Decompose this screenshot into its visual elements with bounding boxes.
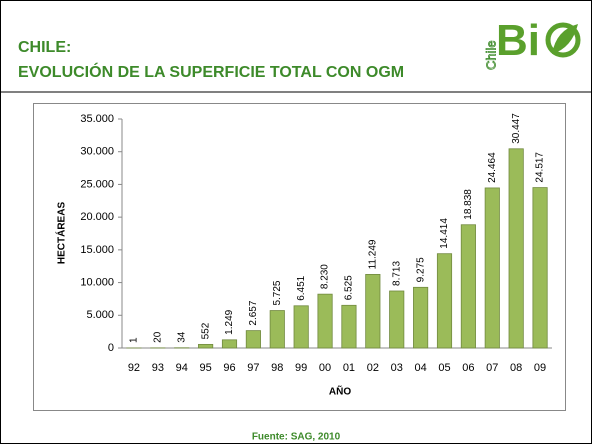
title-line1: CHILE: (18, 39, 71, 56)
y-tick-label: 15.000 (80, 244, 114, 256)
x-tick-label: 93 (152, 362, 164, 374)
value-label: 14.414 (439, 218, 450, 249)
y-tick-label: 5.000 (86, 309, 114, 321)
bar (484, 187, 500, 349)
y-axis-label: HECTÁREAS (55, 202, 68, 265)
x-tick-label: 08 (510, 362, 522, 374)
x-tick-label: 03 (391, 362, 403, 374)
bar (245, 330, 261, 349)
bar (293, 305, 309, 349)
x-tick-label: 01 (343, 362, 355, 374)
bar (460, 224, 476, 349)
value-label: 5.725 (272, 280, 283, 305)
x-tick-label: 04 (414, 362, 426, 374)
bar (532, 187, 548, 349)
logo-main: Bi (496, 16, 540, 65)
x-tick-label: 96 (223, 362, 235, 374)
bar (198, 343, 214, 349)
x-tick-label: 07 (486, 362, 498, 374)
bar (221, 339, 238, 349)
footer: Fuente: SAG, 2010 (252, 432, 341, 443)
value-label: 1.249 (224, 309, 235, 334)
x-tick-label: 95 (199, 362, 211, 374)
bar (436, 253, 453, 349)
value-label: 6.525 (344, 275, 355, 300)
logo-vertical: Chile (483, 40, 498, 70)
y-tick-label: 35.000 (80, 113, 114, 125)
y-tick-label: 20.000 (80, 211, 114, 223)
value-label: 24.517 (535, 152, 546, 183)
bar (317, 293, 333, 349)
value-label: 18.838 (463, 189, 474, 220)
title-line2: EVOLUCIÓN DE LA SUPERFICIE TOTAL CON OGM (18, 62, 404, 81)
x-tick-label: 00 (319, 362, 331, 374)
value-label: 2.657 (248, 300, 259, 325)
bar (508, 148, 524, 349)
value-label: 34 (176, 331, 187, 343)
value-label: 20 (152, 331, 163, 343)
x-tick-label: 92 (128, 362, 140, 374)
value-label: 11.249 (367, 239, 378, 269)
y-tick-label: 0 (108, 342, 114, 354)
x-tick-label: 06 (462, 362, 474, 374)
value-label: 552 (200, 322, 211, 339)
x-tick-label: 05 (438, 362, 450, 374)
value-label: 8.713 (391, 261, 402, 286)
x-tick-label: 98 (271, 362, 283, 374)
bar (365, 273, 381, 349)
x-tick-label: 97 (247, 362, 259, 374)
value-label: 9.275 (415, 257, 426, 282)
bar (341, 304, 357, 349)
value-label: 30.447 (511, 113, 522, 144)
y-tick-label: 30.000 (80, 146, 114, 158)
x-tick-label: 99 (295, 362, 307, 374)
logo-leaf (545, 22, 581, 58)
value-label: 8.230 (320, 264, 331, 289)
y-tick-label: 10.000 (80, 276, 114, 288)
x-axis-label: AÑO (329, 385, 351, 398)
bar (389, 290, 405, 349)
bar (413, 286, 429, 349)
x-tick-label: 94 (176, 362, 188, 374)
x-tick-label: 09 (534, 362, 546, 374)
value-label: 6.451 (296, 275, 307, 300)
bar (269, 310, 285, 349)
value-label: 1 (129, 337, 140, 343)
y-tick-label: 25.000 (80, 178, 114, 190)
x-tick-label: 02 (367, 362, 379, 374)
value-label: 24.464 (487, 152, 498, 183)
